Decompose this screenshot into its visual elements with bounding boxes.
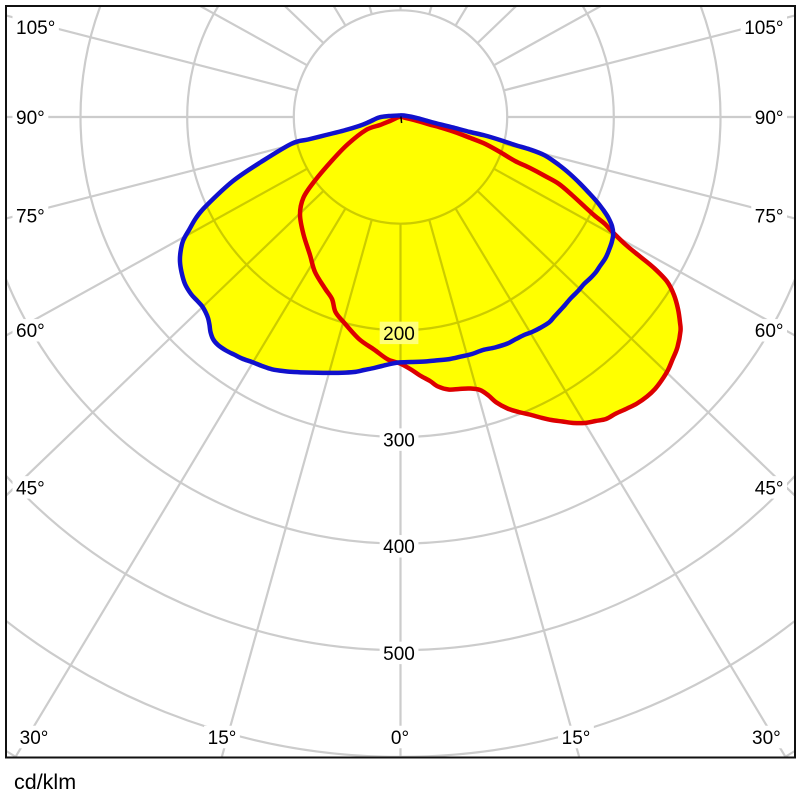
svg-text:60°: 60° bbox=[755, 321, 784, 342]
svg-text:30°: 30° bbox=[20, 728, 49, 749]
svg-text:500: 500 bbox=[383, 644, 415, 665]
svg-text:30°: 30° bbox=[752, 728, 781, 749]
svg-text:90°: 90° bbox=[16, 108, 45, 129]
svg-text:75°: 75° bbox=[755, 206, 784, 227]
svg-text:200: 200 bbox=[383, 324, 415, 345]
svg-text:60°: 60° bbox=[16, 321, 45, 342]
svg-text:300: 300 bbox=[383, 431, 415, 452]
svg-text:400: 400 bbox=[383, 537, 415, 558]
svg-text:15°: 15° bbox=[562, 728, 591, 749]
svg-text:75°: 75° bbox=[16, 206, 45, 227]
svg-text:105°: 105° bbox=[16, 18, 55, 39]
svg-text:45°: 45° bbox=[755, 478, 784, 499]
svg-text:90°: 90° bbox=[755, 108, 784, 129]
svg-text:45°: 45° bbox=[16, 478, 45, 499]
svg-text:15°: 15° bbox=[208, 728, 237, 749]
svg-text:0°: 0° bbox=[391, 728, 409, 749]
svg-text:105°: 105° bbox=[744, 18, 783, 39]
svg-text:cd/klm: cd/klm bbox=[14, 770, 76, 794]
